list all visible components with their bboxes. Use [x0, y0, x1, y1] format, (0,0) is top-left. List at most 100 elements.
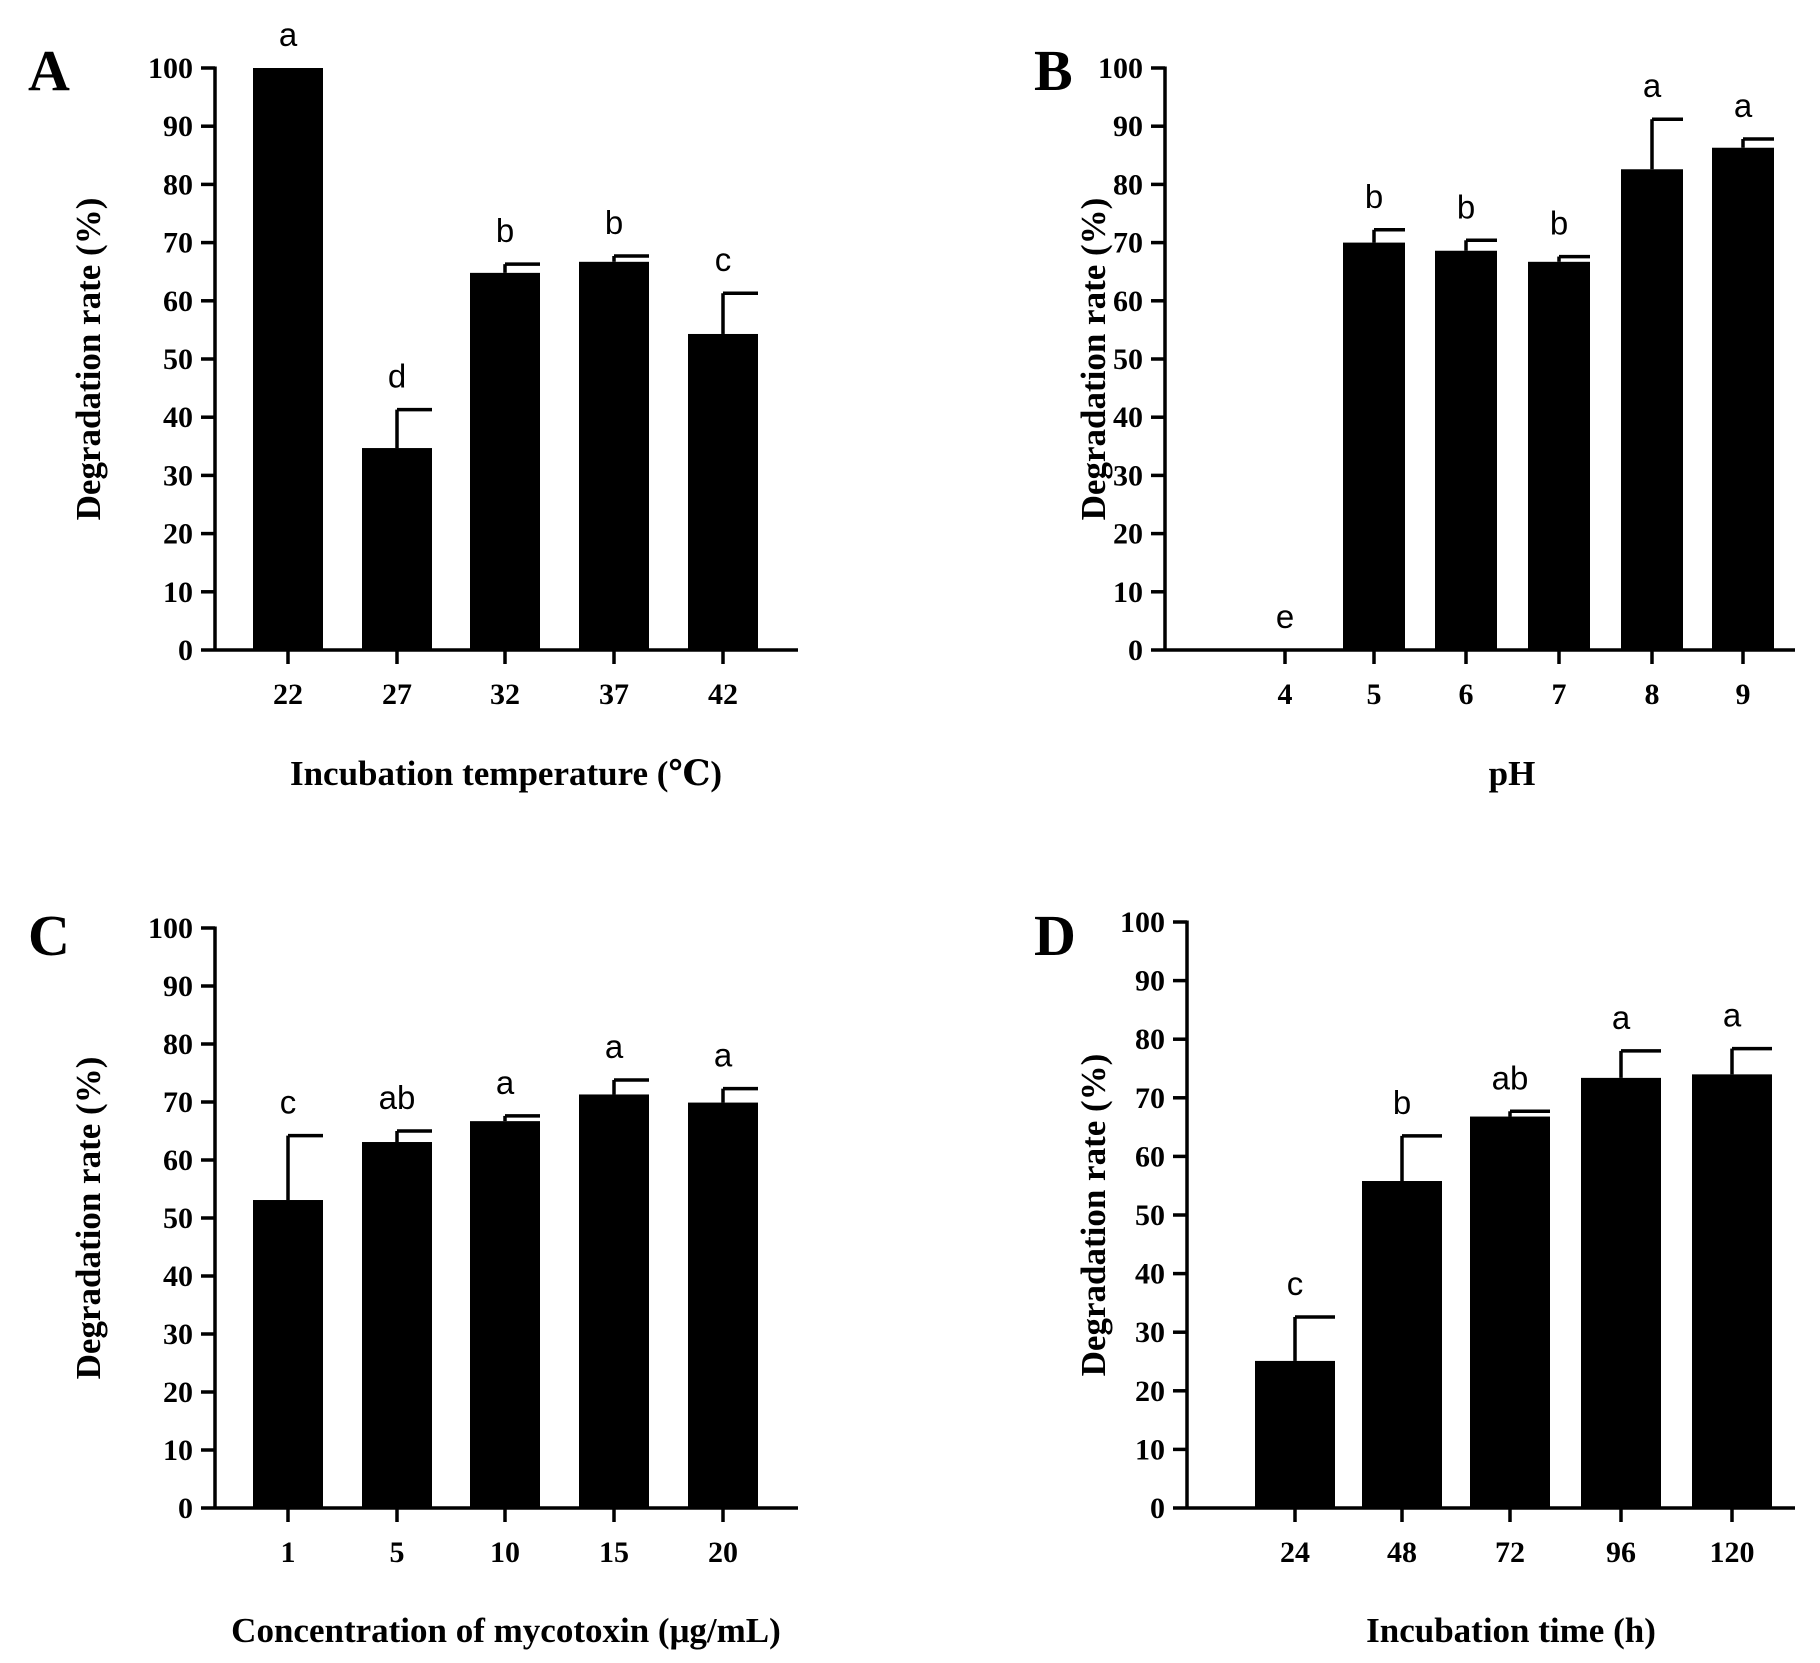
panel-d-bar-24 [1255, 1360, 1335, 1508]
panel-d-y-tick-label: 30 [1135, 1316, 1165, 1349]
panel-d-x-tick-label: 48 [1387, 1536, 1417, 1569]
panel-b-y-tick-label: 20 [1113, 518, 1143, 551]
panel-b-y-tick-label: 10 [1113, 576, 1143, 609]
panel-a-y-tick-label: 50 [163, 343, 193, 376]
panel-a-y-tick-label: 0 [178, 634, 193, 667]
panel-d-x-tick-label: 96 [1606, 1536, 1636, 1569]
panel-a-x-tick-label: 42 [708, 678, 738, 711]
panel-c-bar-5 [362, 1142, 432, 1508]
panel-c-x-tick-label: 10 [490, 1536, 520, 1569]
panel-c-y-tick-label: 50 [163, 1202, 193, 1235]
panel-a-x-axis-title: Incubation temperature (℃) [290, 754, 722, 793]
panel-b-y-tick-label: 90 [1113, 110, 1143, 143]
panel-d-y-tick-label: 70 [1135, 1082, 1165, 1115]
panel-d-significance-label: ab [1492, 1059, 1529, 1096]
panel-d-y-tick-label: 50 [1135, 1199, 1165, 1232]
panel-a-letter: A [28, 38, 70, 103]
panel-a-y-tick-label: 80 [163, 168, 193, 201]
panel-a-x-tick-label: 27 [382, 678, 412, 711]
panel-c-x-tick-label: 15 [599, 1536, 629, 1569]
panel-a-y-tick-label: 30 [163, 459, 193, 492]
panel-d-letter: D [1034, 903, 1076, 968]
panel-a: A 0 10 20 30 40 50 60 70 80 90 100 22 a 27 d 32 b 37 b 42 c De… [28, 16, 798, 793]
panel-b-x-axis-title: pH [1489, 754, 1536, 793]
panel-a-bar-42 [688, 333, 758, 650]
panel-b-y-tick-label: 50 [1113, 343, 1143, 376]
panel-b-x-tick-label: 5 [1367, 678, 1382, 711]
panel-d-significance-label: c [1287, 1265, 1304, 1302]
panel-a-significance-label: b [496, 212, 514, 249]
panel-b-y-tick-label: 0 [1128, 634, 1143, 667]
panel-c-y-tick-label: 20 [163, 1376, 193, 1409]
panel-b-significance-label: a [1734, 87, 1753, 124]
panel-d-y-tick-label: 20 [1135, 1375, 1165, 1408]
panel-c-y-tick-label: 0 [178, 1492, 193, 1525]
panel-b-y-axis-title: Degradation rate (%) [1074, 198, 1113, 521]
panel-c-bar-1 [253, 1200, 323, 1508]
panel-c: C 0 10 20 30 40 50 60 70 80 90 100 1 c 5 ab 10 a 15 a 20 a Deg… [28, 903, 798, 1650]
panel-b-bar-8 [1621, 169, 1683, 650]
panel-b-x-tick-label: 4 [1278, 678, 1293, 711]
panel-c-y-tick-label: 60 [163, 1144, 193, 1177]
panel-d-bar-120 [1692, 1074, 1772, 1508]
panel-c-bar-10 [470, 1121, 540, 1508]
panel-b-x-tick-label: 6 [1459, 678, 1474, 711]
panel-d-bar-48 [1362, 1181, 1442, 1508]
panel-c-significance-label: c [280, 1084, 297, 1121]
panel-a-y-axis-title: Degradation rate (%) [69, 198, 108, 521]
panel-a-x-tick-label: 32 [490, 678, 520, 711]
panel-c-y-axis-title: Degradation rate (%) [69, 1057, 108, 1380]
panel-b-x-tick-label: 7 [1552, 678, 1567, 711]
panel-a-significance-label: b [605, 204, 623, 241]
panel-b-y-tick-label: 40 [1113, 401, 1143, 434]
panel-d-y-tick-label: 0 [1150, 1492, 1165, 1525]
panel-d: D 0 10 20 30 40 50 60 70 80 90 100 24 c 48 b 72 ab 96 a 120 a… [1034, 903, 1795, 1650]
panel-c-y-tick-label: 70 [163, 1086, 193, 1119]
panel-a-bar-32 [470, 272, 540, 650]
panel-d-y-tick-label: 10 [1135, 1433, 1165, 1466]
panel-d-y-tick-label: 90 [1135, 965, 1165, 998]
panel-d-significance-label: a [1612, 999, 1631, 1036]
panel-c-x-tick-label: 20 [708, 1536, 738, 1569]
panel-d-y-axis-title: Degradation rate (%) [1074, 1054, 1113, 1377]
panel-b: B 0 10 20 30 40 50 60 70 80 90 100 4 e 5 b 6 b 7 b 8 a 9 a Degra… [1034, 38, 1795, 793]
panel-d-significance-label: b [1393, 1084, 1411, 1121]
panel-d-significance-label: a [1723, 997, 1742, 1034]
panel-c-significance-label: a [496, 1064, 515, 1101]
panel-c-x-tick-label: 5 [390, 1536, 405, 1569]
panel-a-y-tick-label: 20 [163, 518, 193, 551]
panel-b-y-tick-label: 60 [1113, 285, 1143, 318]
panel-b-significance-label: a [1643, 67, 1662, 104]
panel-c-bar-15 [579, 1094, 649, 1508]
panel-c-y-tick-label: 10 [163, 1434, 193, 1467]
panel-c-y-tick-label: 30 [163, 1318, 193, 1351]
panel-d-y-tick-label: 60 [1135, 1140, 1165, 1173]
panel-c-significance-label: a [714, 1037, 733, 1074]
panel-a-bar-37 [579, 261, 649, 650]
panel-a-y-tick-label: 100 [148, 52, 193, 85]
panel-c-y-tick-label: 80 [163, 1028, 193, 1061]
panel-b-significance-label: b [1365, 178, 1383, 215]
panel-d-y-tick-label: 80 [1135, 1023, 1165, 1056]
panel-a-y-tick-label: 10 [163, 576, 193, 609]
panel-d-x-tick-label: 24 [1280, 1536, 1310, 1569]
panel-c-x-tick-label: 1 [281, 1536, 296, 1569]
panel-c-y-tick-label: 40 [163, 1260, 193, 1293]
panel-b-y-tick-label: 70 [1113, 227, 1143, 260]
panel-d-bar-72 [1470, 1116, 1550, 1508]
panel-a-y-tick-label: 60 [163, 285, 193, 318]
panel-d-x-axis-title: Incubation time (h) [1366, 1611, 1656, 1650]
panel-b-y-tick-label: 30 [1113, 459, 1143, 492]
panel-b-significance-label: e [1276, 598, 1294, 635]
panel-a-y-tick-label: 70 [163, 227, 193, 260]
panel-b-bar-9 [1712, 147, 1774, 650]
panel-a-x-tick-label: 37 [599, 678, 629, 711]
panel-a-significance-label: c [715, 241, 732, 278]
panel-b-x-tick-label: 8 [1645, 678, 1660, 711]
panel-c-x-axis-title: Concentration of mycotoxin (μg/mL) [231, 1611, 781, 1650]
panel-d-y-tick-label: 40 [1135, 1258, 1165, 1291]
panel-d-bar-96 [1581, 1077, 1661, 1508]
panel-a-bar-22 [253, 68, 323, 650]
panel-b-letter: B [1034, 38, 1073, 103]
